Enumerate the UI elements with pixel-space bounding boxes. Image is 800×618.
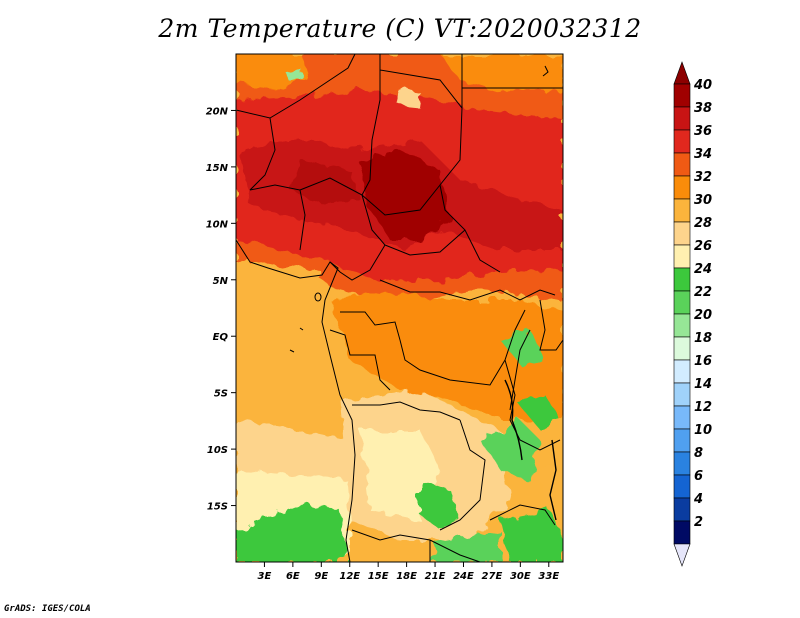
colorbar-swatch (673, 83, 691, 108)
y-tick-label: 20N (206, 106, 229, 117)
colorbar-label: 10 (694, 423, 712, 438)
country-borders (236, 54, 563, 562)
colorbar-swatch (673, 129, 691, 154)
x-tick-label: 15E (368, 571, 389, 582)
colorbar-swatch (673, 474, 691, 499)
colorbar-label: 22 (694, 285, 712, 300)
x-tick-label: 33E (538, 571, 559, 582)
chart-title: 2m Temperature (C) VT:2020032312 (158, 14, 642, 43)
colorbar-swatch (673, 152, 691, 177)
colorbar-swatch (673, 290, 691, 315)
colorbar-swatch (673, 244, 691, 269)
colorbar-label: 14 (694, 377, 712, 392)
colorbar-label: 32 (694, 170, 712, 185)
colorbar-swatch (673, 359, 691, 384)
colorbar-label: 24 (694, 262, 712, 277)
colorbar-swatch (673, 497, 691, 522)
colorbar-label: 34 (694, 147, 712, 162)
x-tick-label: 24E (453, 571, 474, 582)
colorbar-label: 36 (694, 124, 712, 139)
colorbar-label: 12 (694, 400, 712, 415)
y-tick-label: 10S (207, 445, 228, 456)
colorbar-label: 28 (694, 216, 712, 231)
colorbar-top-arrow (673, 61, 691, 85)
colorbar-swatch (673, 198, 691, 223)
colorbar-label: 2 (694, 515, 703, 530)
x-tick-label: 27E (482, 571, 503, 582)
x-tick-label: 9E (314, 571, 328, 582)
temperature-field (236, 54, 563, 562)
colorbar-swatch (673, 336, 691, 361)
x-tick-label: 21E (425, 571, 446, 582)
colorbar-swatch (673, 405, 691, 430)
colorbar-label: 26 (694, 239, 712, 254)
colorbar-label: 40 (693, 78, 712, 93)
y-tick-label: 15N (206, 163, 229, 174)
colorbar-label: 30 (694, 193, 712, 208)
y-tick-label: 5N (213, 276, 229, 287)
y-tick-label: 15S (207, 502, 228, 513)
x-tick-label: 3E (258, 571, 272, 582)
colorbar-swatch (673, 520, 691, 545)
colorbar-swatch (673, 451, 691, 476)
colorbar-label: 20 (694, 308, 712, 323)
map-frame (235, 53, 564, 563)
x-tick-label: 30E (510, 571, 531, 582)
y-axis-ticks: 20N 15N 10N 5N EQ 5S 10S 15S (206, 106, 236, 513)
y-tick-label: 5S (214, 389, 228, 400)
colorbar-label: 4 (693, 492, 703, 507)
colorbar-swatch (673, 175, 691, 200)
colorbar: 40 38 36 34 32 30 28 26 24 22 20 18 16 14 12 10 8 6 4 2 (673, 61, 712, 567)
x-tick-label: 18E (396, 571, 417, 582)
colorbar-swatch (673, 382, 691, 407)
colorbar-bottom-arrow (673, 543, 691, 567)
x-axis-ticks: 3E 6E 9E 12E 15E 18E 21E 24E 27E 30E 33E (258, 562, 559, 582)
colorbar-label: 16 (694, 354, 712, 369)
x-tick-label: 6E (286, 571, 300, 582)
colorbar-label: 18 (694, 331, 712, 346)
y-tick-label: 10N (206, 219, 229, 230)
y-tick-label: EQ (213, 332, 229, 343)
colorbar-swatch (673, 313, 691, 338)
colorbar-label: 6 (694, 469, 703, 484)
colorbar-swatch (673, 106, 691, 131)
colorbar-swatch (673, 221, 691, 246)
colorbar-swatch (673, 428, 691, 453)
credit-text: GrADS: IGES/COLA (4, 604, 91, 614)
colorbar-label: 8 (694, 446, 703, 461)
colorbar-swatch (673, 267, 691, 292)
colorbar-label: 38 (694, 101, 712, 116)
x-tick-label: 12E (339, 571, 360, 582)
